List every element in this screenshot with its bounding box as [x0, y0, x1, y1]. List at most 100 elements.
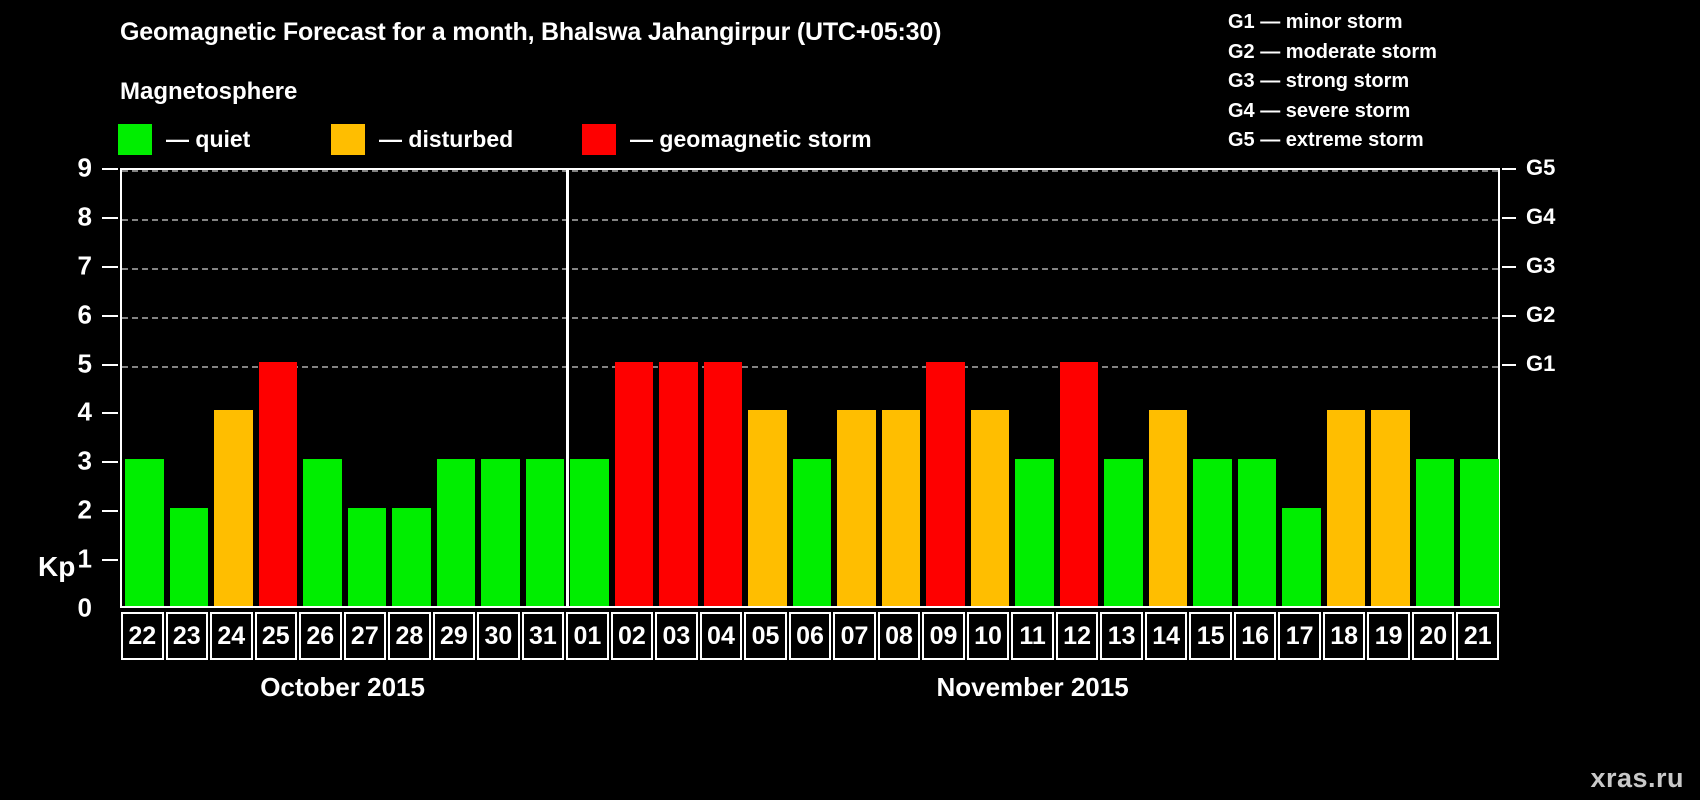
bar-24[interactable]: [214, 410, 253, 606]
legend-swatch-quiet-icon: [118, 123, 152, 155]
g-tick-label-G3: G3: [1526, 252, 1556, 278]
bar-18[interactable]: [1326, 410, 1366, 606]
bar-03[interactable]: [659, 361, 698, 606]
plot-area: [120, 168, 1500, 608]
date-cell-21[interactable]: 21: [1456, 612, 1499, 660]
bar-19[interactable]: [1371, 410, 1410, 606]
date-cell-19[interactable]: 19: [1367, 612, 1410, 660]
bar-13[interactable]: [1104, 459, 1143, 606]
y-tick-mark: [102, 412, 118, 415]
date-cell-22[interactable]: 22: [121, 612, 164, 660]
bar-29[interactable]: [436, 459, 476, 606]
bar-05[interactable]: [748, 410, 787, 606]
g-tick-mark: [1502, 168, 1516, 170]
date-cell-08[interactable]: 08: [877, 612, 921, 660]
bar-07[interactable]: [837, 410, 876, 606]
gridline: [122, 170, 1498, 172]
bar-14[interactable]: [1148, 410, 1188, 606]
gscale-legend-item: G5 — extreme storm: [1228, 129, 1424, 151]
month-labels: October 2015 November 2015: [0, 672, 1700, 720]
date-cell-30[interactable]: 30: [477, 612, 520, 660]
date-cell-10[interactable]: 10: [966, 612, 1010, 660]
bar-08[interactable]: [881, 410, 921, 606]
date-cell-15[interactable]: 15: [1189, 612, 1232, 660]
bar-31[interactable]: [525, 459, 565, 606]
g-tick-mark: [1502, 265, 1516, 268]
date-cell-11[interactable]: 11: [1011, 612, 1054, 660]
date-cell-07[interactable]: 07: [833, 612, 876, 660]
g-tick-label-G1: G1: [1526, 350, 1556, 376]
bar-11[interactable]: [1015, 459, 1054, 606]
month-separator-line: [565, 168, 569, 608]
bar-12[interactable]: [1059, 361, 1099, 606]
date-cell-17[interactable]: 17: [1278, 612, 1321, 660]
legend-item-disturbed[interactable]: — disturbed: [331, 122, 513, 156]
legend-swatch-disturbed-icon: [331, 123, 365, 155]
bar-21[interactable]: [1460, 459, 1499, 606]
bar-25[interactable]: [258, 361, 298, 606]
date-cell-14[interactable]: 14: [1144, 612, 1188, 660]
g-tick-mark: [1502, 363, 1516, 366]
date-cell-01[interactable]: 01: [566, 612, 609, 660]
legend-item-quiet[interactable]: — quiet: [118, 122, 250, 156]
bar-15[interactable]: [1193, 459, 1232, 606]
date-cell-13[interactable]: 13: [1100, 612, 1143, 660]
date-cell-18[interactable]: 18: [1322, 612, 1366, 660]
bar-26[interactable]: [303, 459, 342, 606]
y-axis: Kp 0 1 2 3 4 5 6 7 8 9: [0, 153, 120, 623]
date-cell-03[interactable]: 03: [655, 612, 698, 660]
y-tick-mark: [102, 510, 118, 513]
legend-item-storm[interactable]: — geomagnetic storm: [582, 122, 872, 156]
bar-06[interactable]: [792, 459, 832, 606]
date-cell-26[interactable]: 26: [299, 612, 342, 660]
legend-label: — disturbed: [379, 125, 514, 152]
bar-09[interactable]: [926, 361, 965, 606]
y-tick-label: 5: [77, 348, 92, 379]
date-axis: 22 23 24 25 26 27 28 29 30 31 01 02 03 04 05 06 07 08 09 10…: [120, 612, 1500, 660]
date-cell-27[interactable]: 27: [343, 612, 387, 660]
y-tick-label: 1: [77, 543, 92, 574]
date-cell-05[interactable]: 05: [744, 612, 787, 660]
bar-23[interactable]: [169, 508, 209, 606]
bar-02[interactable]: [614, 361, 654, 606]
y-tick-mark: [102, 363, 118, 366]
g-tick-mark: [1502, 216, 1516, 219]
y-tick-label: 7: [77, 250, 92, 281]
bar-22[interactable]: [125, 459, 164, 606]
gridline: [122, 218, 1498, 221]
y-tick-label: 3: [77, 445, 92, 476]
y-tick-label: 4: [77, 396, 92, 427]
date-cell-29[interactable]: 29: [432, 612, 476, 660]
bar-27[interactable]: [347, 508, 387, 606]
date-cell-24[interactable]: 24: [210, 612, 253, 660]
y-tick-label: 0: [77, 592, 92, 623]
date-cell-02[interactable]: 02: [610, 612, 654, 660]
date-cell-25[interactable]: 25: [254, 612, 298, 660]
y-tick-label: 2: [77, 494, 92, 525]
bar-01[interactable]: [570, 459, 609, 606]
date-cell-31[interactable]: 31: [521, 612, 565, 660]
bar-20[interactable]: [1415, 459, 1455, 606]
date-cell-12[interactable]: 12: [1055, 612, 1099, 660]
date-cell-20[interactable]: 20: [1411, 612, 1455, 660]
magnetosphere-legend-title: Magnetosphere: [120, 78, 298, 105]
gscale-legend-item: G2 — moderate storm: [1228, 40, 1437, 63]
date-cell-06[interactable]: 06: [788, 612, 832, 660]
date-cell-23[interactable]: 23: [165, 612, 209, 660]
g-tick-label-G2: G2: [1526, 301, 1556, 327]
date-cell-04[interactable]: 04: [699, 612, 743, 660]
bar-30[interactable]: [481, 459, 520, 606]
legend-label: — quiet: [166, 125, 251, 152]
bar-16[interactable]: [1237, 459, 1277, 606]
date-cell-16[interactable]: 16: [1233, 612, 1277, 660]
bar-04[interactable]: [703, 361, 743, 606]
y-tick-label: 6: [77, 299, 92, 330]
date-cell-09[interactable]: 09: [922, 612, 965, 660]
y-tick-label: 9: [77, 152, 92, 183]
gridline: [122, 267, 1498, 270]
bar-28[interactable]: [392, 508, 431, 606]
month-label: November 2015: [936, 672, 1129, 702]
bar-17[interactable]: [1282, 508, 1321, 606]
date-cell-28[interactable]: 28: [388, 612, 431, 660]
bar-10[interactable]: [970, 410, 1010, 606]
